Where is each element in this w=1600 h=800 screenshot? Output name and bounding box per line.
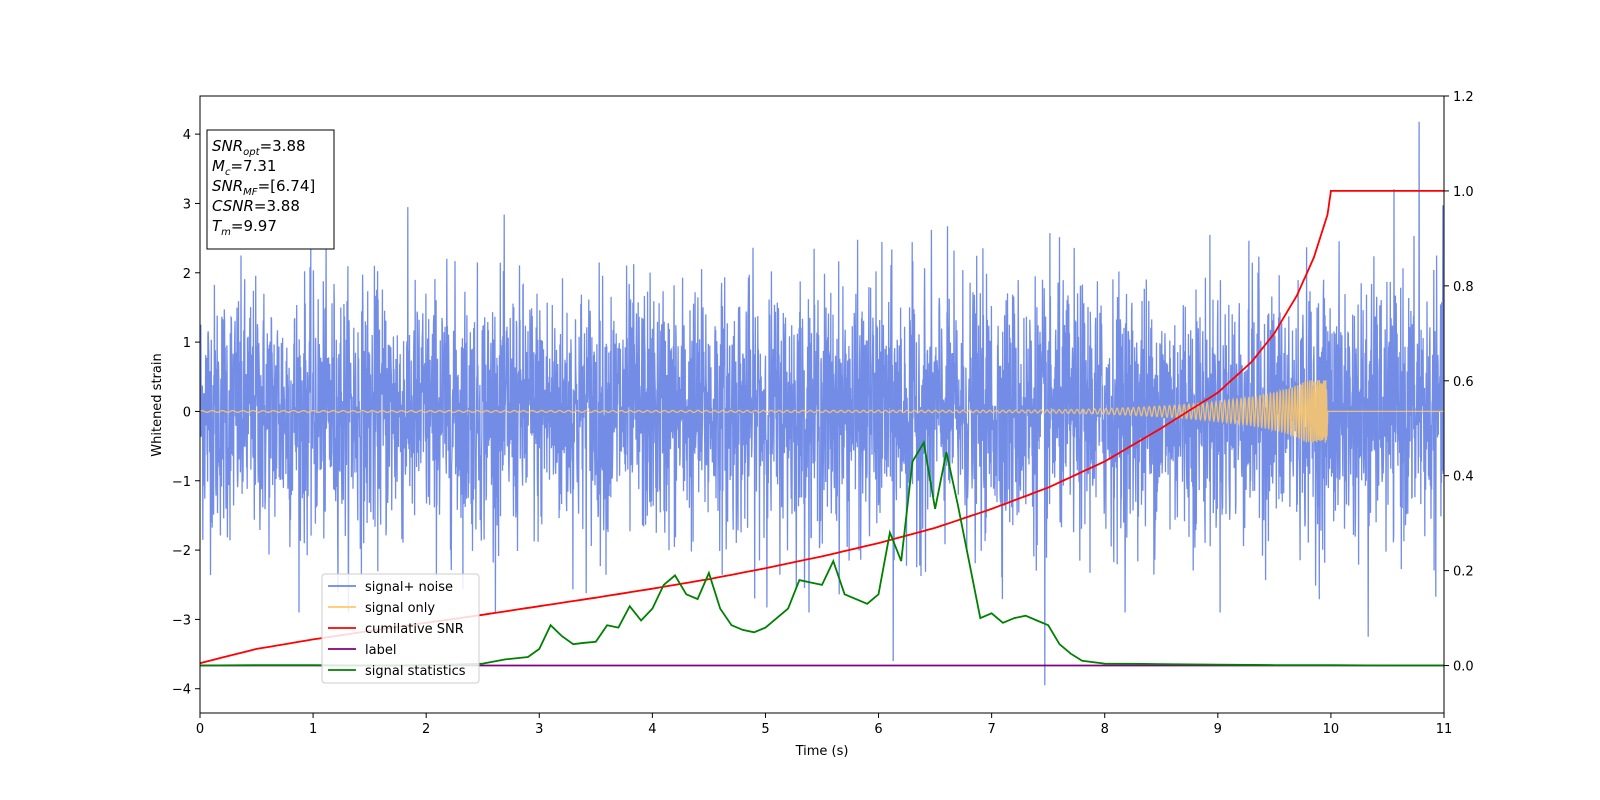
info-line: SNRopt=3.88 <box>212 137 306 158</box>
info-box-frame <box>206 129 335 250</box>
info-line: Mc=7.31 <box>212 157 276 178</box>
legend-entry-label: signal statistics <box>365 664 466 679</box>
y2-tick-label: 0.4 <box>1453 470 1474 485</box>
x-tick-label: 1 <box>309 722 317 737</box>
x-tick-label: 8 <box>1101 722 1109 737</box>
info-line: SNRMF=[6.74] <box>212 177 315 198</box>
y2-tick-label: 0.2 <box>1453 565 1474 580</box>
y-tick-label: −2 <box>172 544 191 559</box>
x-axis-title: Time (s) <box>795 744 849 759</box>
legend-box <box>321 573 480 684</box>
x-tick-label: 11 <box>1436 722 1453 737</box>
legend-entry-label: label <box>365 643 396 658</box>
x-tick-label: 10 <box>1323 722 1340 737</box>
plot-frame <box>199 95 1445 714</box>
y-tick-label: 2 <box>183 267 191 282</box>
info-line: Tm=9.97 <box>212 217 277 238</box>
y-tick-label: 4 <box>183 128 191 143</box>
y2-tick-label: 0.6 <box>1453 375 1474 390</box>
y2-tick-label: 0.8 <box>1453 280 1474 295</box>
y-tick-label: −3 <box>172 613 191 628</box>
series-signal-statistics-line <box>200 439 1444 667</box>
y2-tick-label: 1.2 <box>1453 90 1474 105</box>
legend-entry-label: signal only <box>365 601 435 616</box>
x-tick-label: 4 <box>648 722 656 737</box>
legend-entry-label: cumilative SNR <box>365 622 464 637</box>
x-tick-label: 7 <box>987 722 995 737</box>
x-tick-label: 9 <box>1214 722 1222 737</box>
y2-tick-label: 0.0 <box>1453 660 1474 675</box>
y-tick-label: 3 <box>183 197 191 212</box>
x-tick-label: 0 <box>196 722 204 737</box>
x-tick-label: 6 <box>874 722 882 737</box>
y2-tick-label: 1.0 <box>1453 185 1474 200</box>
y-tick-label: −1 <box>172 475 191 490</box>
series-signal-only-line <box>200 380 1444 443</box>
y-tick-label: 0 <box>183 405 191 420</box>
x-tick-label: 5 <box>761 722 769 737</box>
y-tick-label: −4 <box>172 683 191 698</box>
x-tick-label: 2 <box>422 722 430 737</box>
legend-entry-label: signal+ noise <box>365 580 453 595</box>
y-tick-label: 1 <box>183 336 191 351</box>
legend: signal+ noise signal only cumilative SNR la… <box>321 573 480 684</box>
info-line: CSNR=3.88 <box>212 197 300 215</box>
y-axis-title: Whitened strain <box>150 353 165 456</box>
x-tick-label: 3 <box>535 722 543 737</box>
